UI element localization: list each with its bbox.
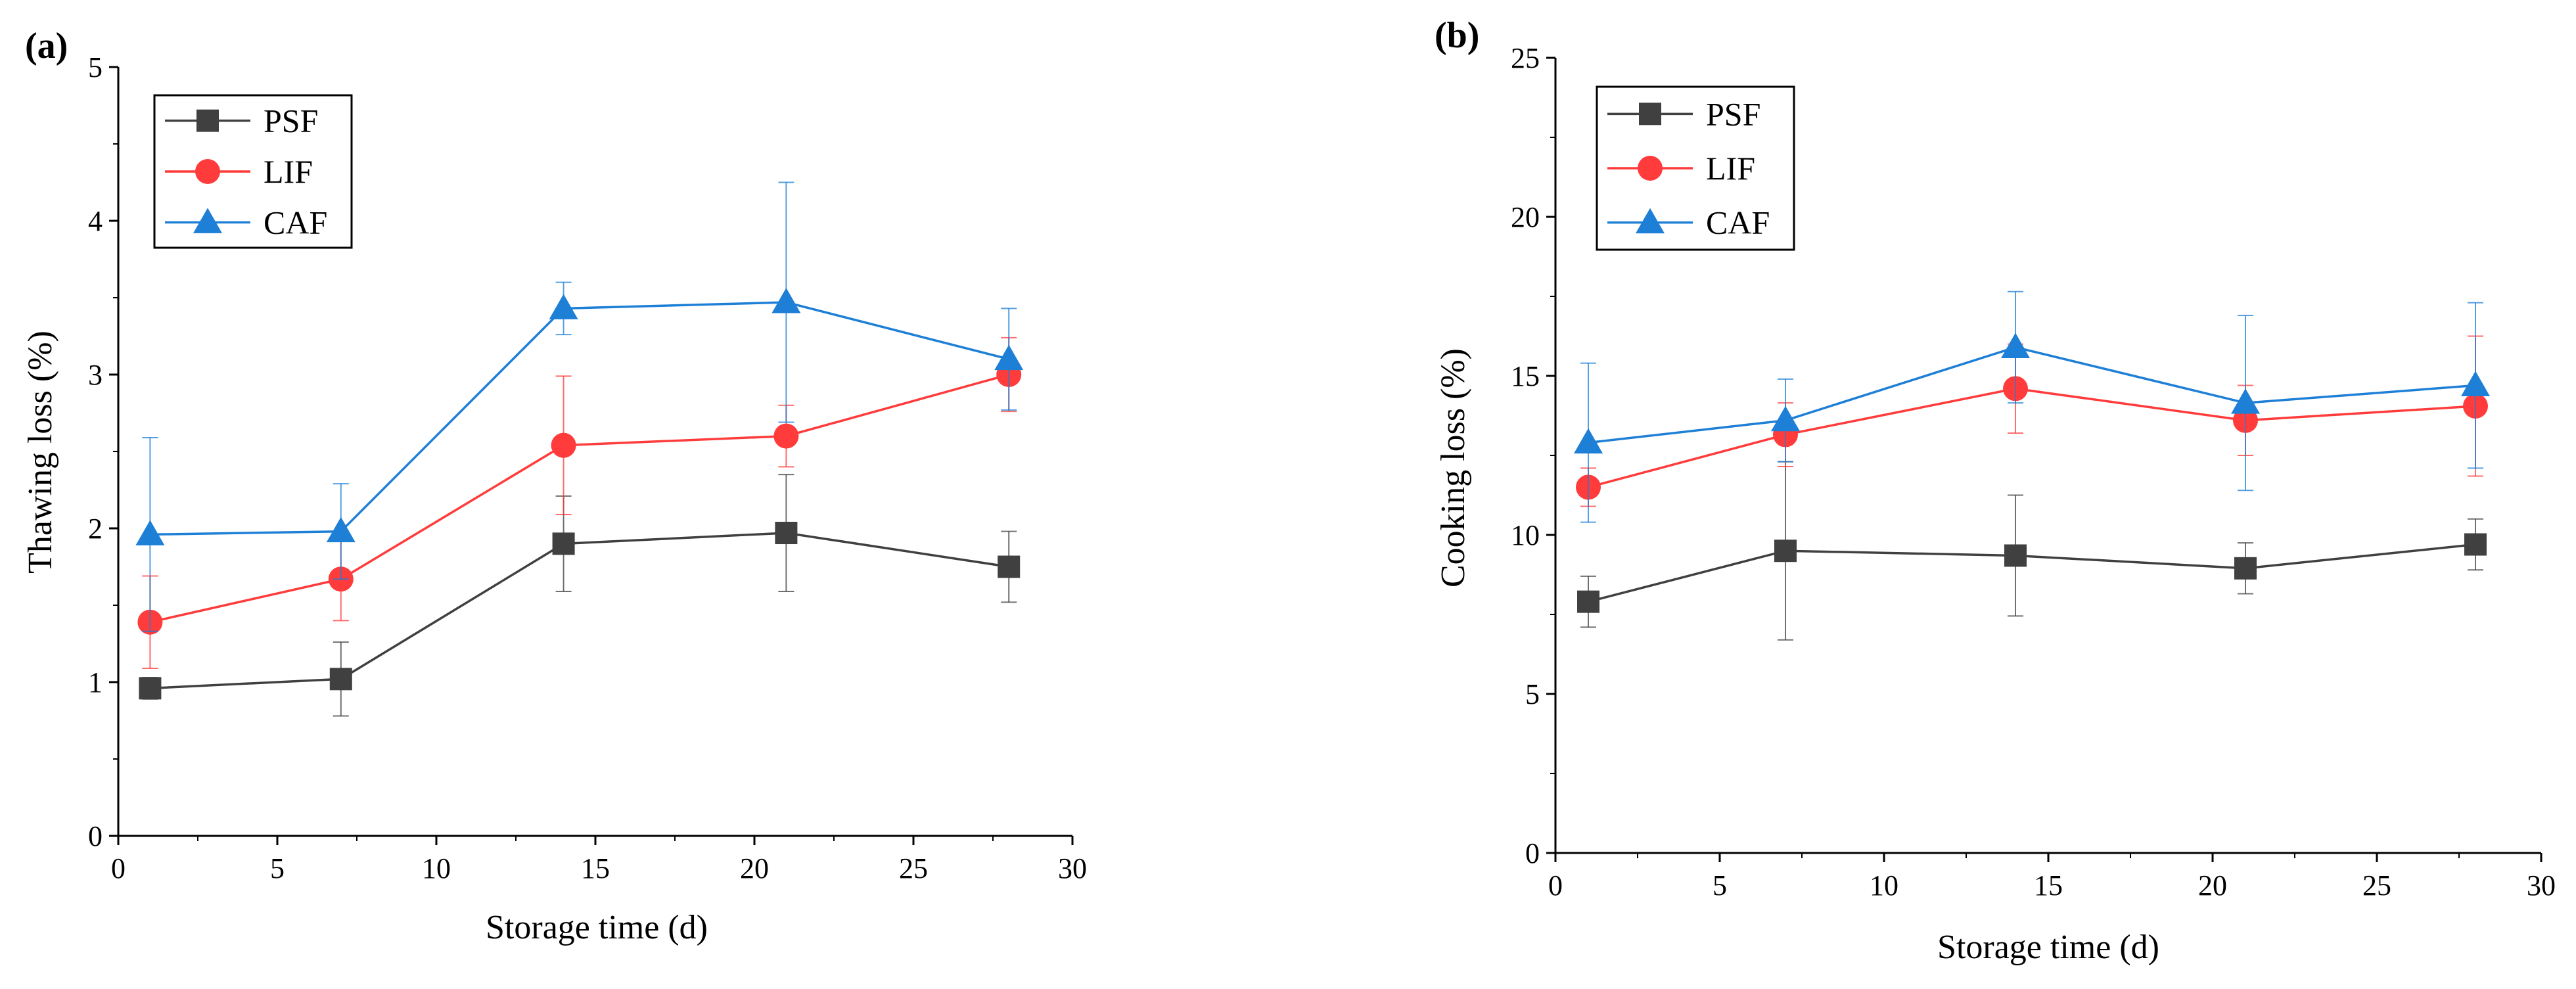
series-psf: [1577, 461, 2487, 641]
marker-square: [2004, 544, 2027, 567]
x-tick-label: 10: [1870, 869, 1898, 902]
marker-circle: [1638, 156, 1663, 181]
legend: PSF LIF CAF: [153, 94, 353, 249]
marker-square: [196, 109, 219, 132]
marker-circle: [551, 432, 576, 458]
legend-label: CAF: [1706, 204, 1770, 241]
marker-square: [1774, 540, 1797, 563]
x-tick-label: 25: [899, 852, 928, 885]
legend-label: LIF: [1706, 150, 1755, 187]
y-tick-label: 10: [1511, 519, 1540, 551]
legend-label: PSF: [264, 103, 318, 139]
x-tick-label: 15: [2034, 869, 2063, 902]
marker-square: [139, 677, 162, 700]
series-line: [1588, 346, 2476, 444]
x-tick-label: 20: [740, 852, 769, 885]
marker-square: [552, 532, 575, 555]
marker-triangle: [2001, 333, 2030, 358]
legend: PSF LIF CAF: [1596, 85, 1795, 251]
marker-triangle: [771, 288, 801, 313]
series-caf: [135, 181, 1024, 632]
x-tick-label: 25: [2362, 869, 2391, 902]
x-axis-title: Storage time (d): [486, 909, 708, 946]
x-tick-label: 5: [1713, 869, 1727, 902]
y-axis-title: Thawing loss (%): [22, 331, 59, 574]
marker-triangle: [135, 520, 165, 545]
marker-triangle: [193, 208, 222, 233]
marker-triangle: [1771, 405, 1800, 432]
series-lif: [137, 336, 1022, 669]
thawing-loss-panel: (a) Thawing loss (%) Storage time (d) 0 5…: [22, 26, 1087, 946]
marker-square: [329, 668, 352, 691]
cooking-loss-panel: (b) Cooking loss (%) Storage time (d) 0 5…: [1435, 15, 2556, 966]
y-tick-label: 15: [1511, 360, 1540, 392]
marker-square: [1639, 103, 1661, 126]
marker-triangle: [994, 344, 1024, 371]
series-lif: [1576, 335, 2488, 507]
marker-triangle: [549, 294, 578, 319]
x-tick-label: 30: [2527, 869, 2556, 902]
legend-label: CAF: [264, 204, 327, 241]
series-line: [1588, 543, 2476, 603]
marker-triangle: [2231, 388, 2260, 414]
series-psf: [139, 474, 1021, 717]
marker-square: [2464, 533, 2487, 556]
marker-triangle: [326, 517, 356, 543]
x-tick-label: 20: [2198, 869, 2227, 902]
y-tick-label: 3: [88, 359, 103, 391]
panel-label: (a): [25, 26, 68, 66]
marker-circle: [195, 159, 220, 184]
x-axis-title: Storage time (d): [1937, 929, 2159, 966]
marker-square: [775, 522, 798, 545]
marker-triangle: [1636, 208, 1665, 234]
legend-label: LIF: [264, 153, 313, 190]
y-tick-label: 1: [88, 666, 103, 699]
marker-triangle: [1574, 428, 1603, 454]
panel-label: (b): [1435, 15, 1479, 56]
series-line: [1588, 387, 2476, 489]
y-tick-label: 20: [1511, 201, 1540, 233]
marker-square: [2234, 557, 2257, 580]
series-line: [150, 532, 1009, 690]
x-tick-label: 5: [270, 852, 285, 885]
series-line: [150, 301, 1009, 536]
x-tick-label: 0: [111, 852, 126, 885]
y-tick-label: 5: [1525, 678, 1540, 710]
marker-circle: [773, 423, 799, 449]
x-tick-label: 0: [1548, 869, 1563, 902]
y-tick-label: 2: [88, 513, 103, 545]
y-axis-title: Cooking loss (%): [1435, 348, 1472, 587]
y-tick-label: 0: [1525, 837, 1540, 869]
y-tick-label: 5: [88, 51, 103, 83]
marker-square: [998, 555, 1021, 578]
legend-label: PSF: [1706, 95, 1760, 132]
y-tick-label: 0: [88, 820, 103, 852]
y-tick-label: 25: [1511, 42, 1540, 74]
series-caf: [1574, 290, 2490, 523]
x-tick-label: 15: [581, 852, 610, 885]
marker-triangle: [2461, 371, 2490, 397]
x-tick-label: 10: [422, 852, 451, 885]
x-tick-label: 30: [1058, 852, 1087, 885]
series-line: [150, 373, 1009, 624]
marker-square: [1577, 590, 1599, 613]
y-tick-label: 4: [88, 205, 103, 237]
